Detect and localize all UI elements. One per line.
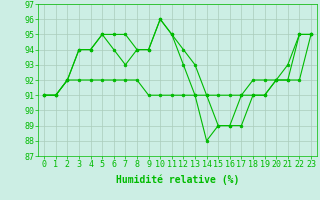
X-axis label: Humidité relative (%): Humidité relative (%) — [116, 175, 239, 185]
